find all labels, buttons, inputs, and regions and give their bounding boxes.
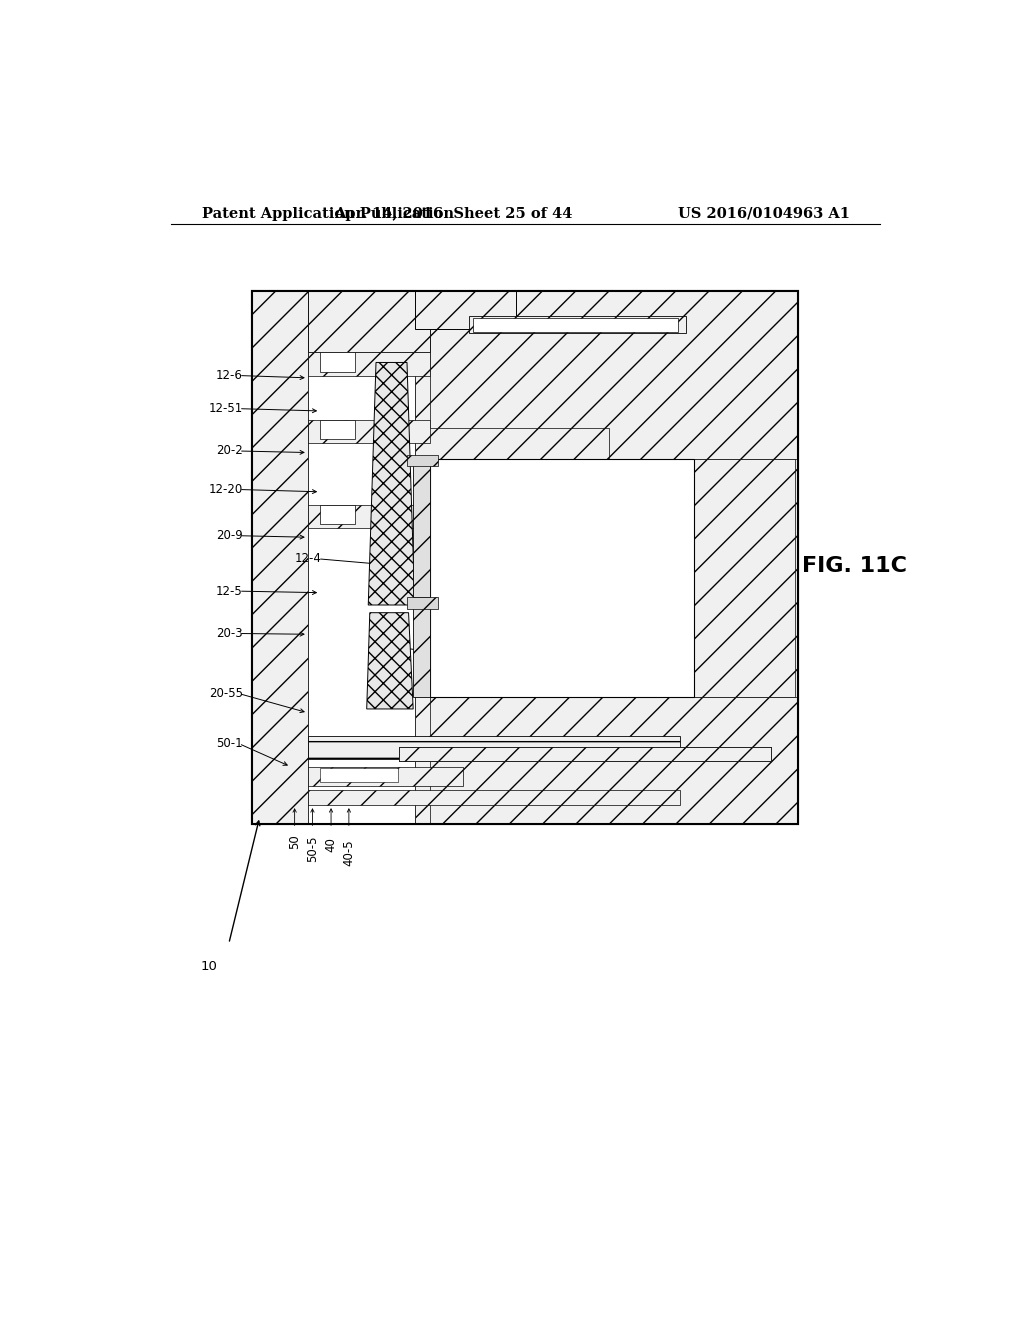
Bar: [252, 290, 799, 825]
Bar: [469, 317, 686, 333]
Text: Apr. 14, 2016  Sheet 25 of 44: Apr. 14, 2016 Sheet 25 of 44: [334, 207, 572, 220]
Text: 20-4: 20-4: [430, 495, 457, 508]
Text: 20-8: 20-8: [380, 594, 407, 607]
Bar: [308, 290, 430, 352]
Polygon shape: [430, 697, 799, 825]
Bar: [308, 290, 415, 825]
Text: 10: 10: [201, 961, 218, 973]
Text: 12-20: 12-20: [209, 483, 243, 496]
Bar: [308, 352, 430, 376]
Bar: [252, 290, 308, 825]
Bar: [321, 506, 355, 524]
Bar: [252, 290, 799, 825]
Polygon shape: [369, 363, 415, 605]
Bar: [407, 455, 438, 466]
Bar: [414, 605, 430, 697]
Text: 20-2: 20-2: [216, 445, 243, 458]
Bar: [414, 459, 430, 598]
Bar: [308, 504, 430, 528]
Text: 40-5: 40-5: [342, 840, 355, 866]
Bar: [308, 789, 680, 805]
Bar: [407, 598, 438, 609]
Text: 40: 40: [325, 838, 338, 853]
Text: 20-56: 20-56: [369, 640, 403, 653]
Bar: [308, 737, 680, 759]
Bar: [321, 420, 355, 440]
Text: 12-6: 12-6: [216, 370, 243, 381]
Polygon shape: [367, 612, 414, 709]
Bar: [308, 420, 430, 444]
Bar: [321, 768, 397, 781]
Text: 50-5: 50-5: [306, 836, 318, 862]
Bar: [399, 747, 771, 762]
Bar: [252, 290, 306, 825]
Bar: [430, 459, 693, 697]
Text: FIG. 11C: FIG. 11C: [802, 557, 907, 577]
Bar: [399, 747, 771, 762]
Bar: [693, 459, 795, 697]
Text: 20-55: 20-55: [209, 686, 243, 700]
Bar: [415, 290, 799, 825]
Text: 12-4: 12-4: [295, 552, 322, 565]
Text: Patent Application Publication: Patent Application Publication: [202, 207, 454, 220]
Text: US 2016/0104963 A1: US 2016/0104963 A1: [678, 207, 850, 220]
Text: 12-51: 12-51: [209, 403, 243, 416]
Bar: [321, 352, 355, 372]
Text: 50-1: 50-1: [216, 737, 243, 750]
Text: 50: 50: [288, 834, 301, 849]
Bar: [473, 318, 678, 331]
Polygon shape: [252, 290, 799, 313]
Bar: [415, 290, 515, 330]
Text: 12-5: 12-5: [216, 585, 243, 598]
Text: 20-9: 20-9: [216, 529, 243, 543]
Bar: [308, 767, 463, 785]
Polygon shape: [430, 290, 799, 459]
Text: 20-3: 20-3: [216, 627, 243, 640]
